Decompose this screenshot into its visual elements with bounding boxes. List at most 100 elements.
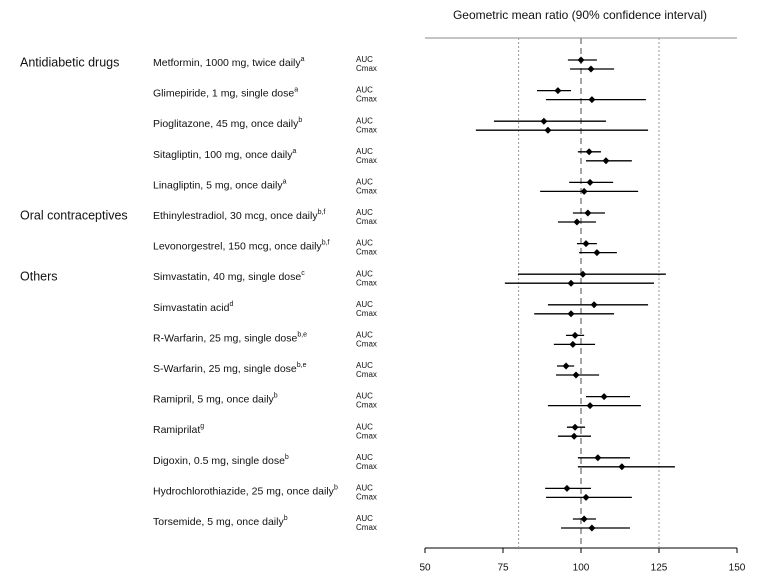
footnote: d xyxy=(229,301,233,308)
point-estimate xyxy=(602,157,610,165)
footnote: b xyxy=(274,392,278,399)
x-tick-label: 125 xyxy=(651,563,668,574)
drug-name: Ramiprilat xyxy=(153,424,200,436)
point-estimate xyxy=(580,187,588,195)
drug-label: Levonorgestrel, 150 mcg, once dailyb,f xyxy=(153,239,330,252)
point-estimate xyxy=(588,524,596,532)
footnote: b,e xyxy=(297,331,307,338)
metric-label: Cmax xyxy=(356,462,377,471)
drug-label: Pioglitazone, 45 mg, once dailyb xyxy=(153,117,302,130)
drug-label: Sitagliptin, 100 mg, once dailya xyxy=(153,148,297,161)
metric-label: AUC xyxy=(356,239,373,248)
point-estimate xyxy=(618,463,626,471)
footnote: b,f xyxy=(322,239,330,246)
metric-label: AUC xyxy=(356,300,373,309)
point-estimate xyxy=(580,515,588,523)
point-estimate xyxy=(577,56,585,64)
point-estimate xyxy=(571,423,579,431)
drug-label: Metformin, 1000 mg, twice dailya xyxy=(153,56,305,69)
point-estimate xyxy=(587,65,595,73)
drug-name: Ramipril, 5 mg, once daily xyxy=(153,393,275,405)
drug-name: Linagliptin, 5 mg, once daily xyxy=(153,179,283,191)
point-estimate xyxy=(567,310,575,318)
drug-name: Pioglitazone, 45 mg, once daily xyxy=(153,118,299,130)
point-estimate xyxy=(590,301,598,309)
metric-label: AUC xyxy=(356,422,373,431)
metric-label: Cmax xyxy=(356,401,377,410)
drug-label: Simvastatin acidd xyxy=(153,301,233,314)
footnote: c xyxy=(301,270,305,277)
point-estimate xyxy=(569,340,577,348)
drug-label: Torsemide, 5 mg, once dailyb xyxy=(153,515,288,528)
point-estimate xyxy=(582,240,590,248)
metric-label: AUC xyxy=(356,86,373,95)
metric-label: Cmax xyxy=(356,493,377,502)
metric-label: Cmax xyxy=(356,523,377,532)
point-estimate xyxy=(579,270,587,278)
footnote: b xyxy=(284,515,288,522)
metric-label: Cmax xyxy=(356,187,377,196)
point-estimate xyxy=(593,249,601,257)
point-estimate xyxy=(562,362,570,370)
group-label: Antidiabetic drugs xyxy=(20,55,119,69)
metric-label: AUC xyxy=(356,392,373,401)
metric-label: AUC xyxy=(356,178,373,187)
metric-label: Cmax xyxy=(356,217,377,226)
footnote: a xyxy=(301,56,305,63)
point-estimate xyxy=(586,178,594,186)
drug-name: Torsemide, 5 mg, once daily xyxy=(153,516,284,528)
metric-label: Cmax xyxy=(356,309,377,318)
metric-label: AUC xyxy=(356,116,373,125)
point-estimate xyxy=(584,209,592,217)
x-tick-label: 50 xyxy=(419,563,431,574)
drug-name: R-Warfarin, 25 mg, single dose xyxy=(153,332,297,344)
drug-name: Digoxin, 0.5 mg, single dose xyxy=(153,455,285,467)
drug-name: Levonorgestrel, 150 mcg, once daily xyxy=(153,240,322,252)
point-estimate xyxy=(572,371,580,379)
drug-name: Simvastatin acid xyxy=(153,302,230,314)
metric-label: Cmax xyxy=(356,431,377,440)
drug-name: Glimepiride, 1 mg, single dose xyxy=(153,87,294,99)
footnote: b xyxy=(334,484,338,491)
metric-label: AUC xyxy=(356,269,373,278)
footnote: a xyxy=(283,178,287,185)
point-estimate xyxy=(554,87,562,95)
point-estimate xyxy=(563,484,571,492)
metric-label: Cmax xyxy=(356,278,377,287)
metric-label: AUC xyxy=(356,55,373,64)
drug-label: Ethinylestradiol, 30 mcg, once dailyb,f xyxy=(153,209,325,222)
drug-label: Digoxin, 0.5 mg, single doseb xyxy=(153,454,289,467)
drug-label: Ramiprilatg xyxy=(153,423,204,436)
metric-label: Cmax xyxy=(356,156,377,165)
metric-label: AUC xyxy=(356,453,373,462)
drug-name: Metformin, 1000 mg, twice daily xyxy=(153,57,301,69)
metric-label: AUC xyxy=(356,147,373,156)
x-tick-label: 75 xyxy=(497,563,509,574)
metric-label: Cmax xyxy=(356,340,377,349)
group-label: Oral contraceptives xyxy=(20,208,128,222)
point-estimate xyxy=(567,279,575,287)
point-estimate xyxy=(582,493,590,501)
footnote: a xyxy=(293,148,297,155)
footnote: g xyxy=(200,423,204,430)
x-tick-label: 150 xyxy=(729,563,746,574)
point-estimate xyxy=(570,432,578,440)
drug-label: Simvastatin, 40 mg, single dosec xyxy=(153,270,305,283)
metric-label: Cmax xyxy=(356,64,377,73)
drug-name: Sitagliptin, 100 mg, once daily xyxy=(153,149,293,161)
point-estimate xyxy=(594,454,602,462)
metric-label: AUC xyxy=(356,208,373,217)
metric-label: AUC xyxy=(356,484,373,493)
footnote: b xyxy=(298,117,302,124)
metric-label: AUC xyxy=(356,331,373,340)
point-estimate xyxy=(540,117,548,125)
point-estimate xyxy=(585,148,593,156)
footnote: b,e xyxy=(297,362,307,369)
drug-name: Simvastatin, 40 mg, single dose xyxy=(153,271,301,283)
metric-label: Cmax xyxy=(356,248,377,257)
footnote: a xyxy=(294,86,298,93)
point-estimate xyxy=(573,218,581,226)
drug-label: Ramipril, 5 mg, once dailyb xyxy=(153,392,278,405)
point-estimate xyxy=(571,331,579,339)
